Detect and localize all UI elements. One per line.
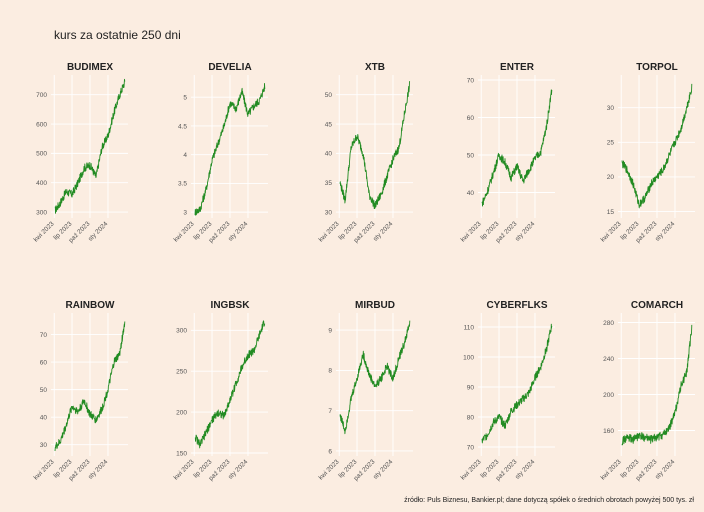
y-tick-label: 15	[607, 209, 615, 216]
y-tick-label: 40	[325, 151, 333, 158]
y-tick-label: 80	[467, 414, 475, 421]
y-tick-label: 60	[40, 359, 48, 366]
y-tick-label: 30	[325, 209, 333, 216]
y-tick-label: 20	[607, 174, 615, 181]
y-tick-label: 4	[183, 152, 187, 159]
price-line	[194, 82, 266, 216]
y-tick-label: 90	[467, 384, 475, 391]
y-tick-label: 250	[176, 368, 187, 375]
y-tick-label: 30	[40, 442, 48, 449]
panel-title: MIRBUD	[355, 300, 395, 311]
panel-title: INGBSK	[211, 300, 251, 311]
y-tick-label: 50	[325, 92, 333, 99]
y-tick-label: 150	[176, 450, 187, 457]
y-tick-label: 3.5	[178, 181, 187, 188]
price-line	[339, 81, 411, 210]
price-line	[54, 321, 126, 452]
y-tick-label: 50	[40, 387, 48, 394]
y-tick-label: 240	[603, 356, 614, 363]
panel-title: ENTER	[500, 62, 535, 73]
y-tick-label: 160	[603, 428, 614, 435]
panel-title: DEVELIA	[208, 62, 251, 73]
y-tick-label: 40	[467, 190, 475, 197]
panel-title: TORPOL	[636, 62, 677, 73]
y-tick-label: 5	[183, 95, 187, 102]
y-tick-label: 40	[40, 414, 48, 421]
price-line	[621, 83, 693, 209]
panel-title: RAINBOW	[66, 300, 115, 311]
chart-caption: źródło: Puls Biznesu, Bankier.pl; dane d…	[404, 497, 694, 504]
y-tick-label: 110	[464, 324, 475, 331]
panel-title: COMARCH	[631, 300, 683, 311]
y-tick-label: 50	[467, 152, 475, 159]
y-tick-label: 200	[603, 392, 614, 399]
panel-title: CYBERFLKS	[486, 300, 547, 311]
y-tick-label: 100	[463, 354, 474, 361]
y-tick-label: 280	[603, 320, 614, 327]
y-tick-label: 200	[176, 409, 187, 416]
y-tick-label: 30	[607, 105, 615, 112]
price-line	[339, 320, 411, 435]
y-tick-label: 70	[40, 332, 48, 339]
y-tick-label: 60	[467, 115, 475, 122]
y-tick-label: 25	[607, 140, 615, 147]
y-tick-label: 6	[328, 448, 332, 455]
y-tick-label: 700	[36, 92, 47, 99]
y-tick-label: 70	[467, 444, 475, 451]
y-tick-label: 400	[36, 180, 47, 187]
price-line	[481, 323, 553, 444]
y-tick-label: 300	[36, 209, 47, 216]
y-tick-label: 600	[36, 121, 47, 128]
y-tick-label: 70	[467, 77, 475, 84]
panel-title: BUDIMEX	[67, 62, 113, 73]
y-tick-label: 45	[325, 121, 333, 128]
y-tick-label: 4.5	[178, 123, 187, 130]
y-tick-label: 9	[328, 327, 332, 334]
price-line	[194, 320, 266, 449]
y-tick-label: 8	[328, 368, 332, 375]
panel-title: XTB	[365, 62, 385, 73]
price-line	[481, 89, 553, 207]
chart-title: kurs za ostatnie 250 dni	[54, 28, 181, 42]
y-tick-label: 35	[325, 180, 333, 187]
price-line	[54, 78, 126, 214]
y-tick-label: 3	[183, 209, 187, 216]
y-tick-label: 300	[176, 328, 187, 335]
price-line	[621, 324, 693, 446]
y-tick-label: 7	[328, 408, 332, 415]
y-tick-label: 500	[36, 151, 47, 158]
